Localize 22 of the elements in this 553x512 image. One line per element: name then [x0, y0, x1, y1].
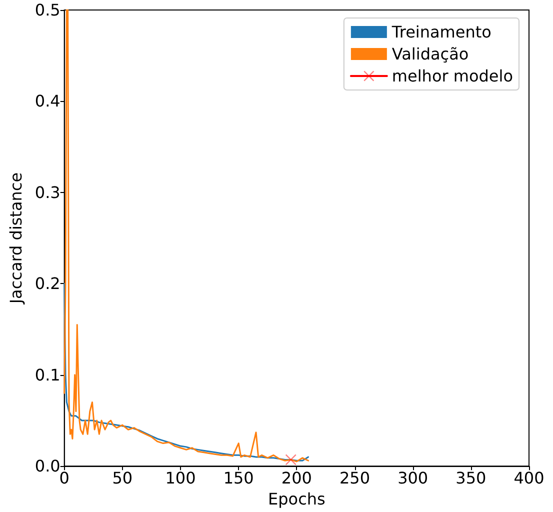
- line-series: [64, 282, 310, 462]
- x-tick-label: 400: [514, 468, 544, 488]
- legend-label: Validação: [392, 44, 469, 64]
- x-tick-label: 100: [165, 468, 196, 488]
- x-tick-label: 0: [59, 468, 70, 488]
- x-tick-label: 150: [223, 468, 254, 488]
- x-tick-label: 250: [339, 468, 370, 488]
- y-axis-title: Jaccard distance: [6, 172, 26, 305]
- line-series: [64, 9, 310, 462]
- y-tick-label: 0.1: [34, 365, 60, 384]
- x-tick-label: 300: [398, 468, 428, 488]
- x-tick-label: 350: [456, 468, 486, 488]
- y-tick-label: 0.4: [34, 92, 60, 111]
- y-tick-label: 0.3: [34, 182, 60, 202]
- x-tick-label: 50: [112, 468, 133, 488]
- legend-label: melhor modelo: [392, 66, 513, 86]
- x-axis-title: Epochs: [268, 490, 326, 508]
- x-tick-label: 200: [281, 468, 312, 488]
- y-tick-label: 0.2: [34, 274, 60, 294]
- y-tick-label: 0.0: [34, 456, 60, 476]
- y-tick-label: 0.5: [34, 0, 60, 20]
- legend-label: Treinamento: [390, 22, 492, 42]
